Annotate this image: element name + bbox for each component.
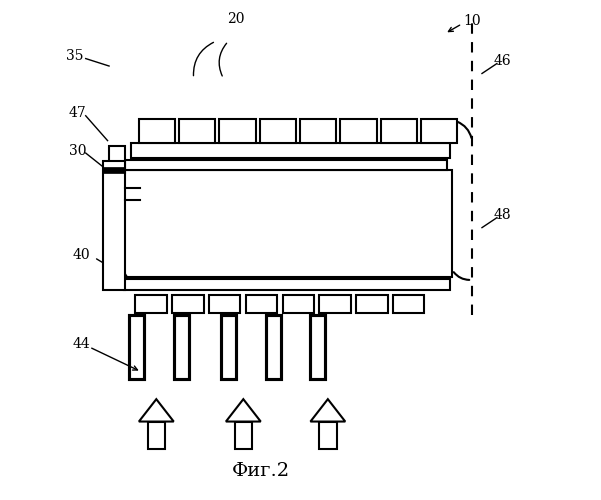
- Bar: [282, 295, 314, 312]
- Text: 44: 44: [73, 338, 91, 351]
- Bar: [300, 119, 337, 143]
- Polygon shape: [226, 399, 261, 421]
- Bar: [209, 295, 240, 312]
- Bar: [219, 119, 256, 143]
- Bar: [124, 160, 447, 170]
- Bar: [179, 119, 216, 143]
- Bar: [221, 314, 236, 380]
- Bar: [103, 160, 125, 290]
- Bar: [380, 119, 417, 143]
- Bar: [260, 119, 296, 143]
- Bar: [109, 146, 126, 173]
- Text: 20: 20: [227, 12, 245, 26]
- Bar: [393, 295, 424, 312]
- Bar: [129, 314, 144, 380]
- Text: 46: 46: [493, 54, 511, 68]
- Bar: [319, 295, 351, 312]
- Bar: [103, 167, 125, 173]
- Text: 40: 40: [73, 248, 91, 262]
- Bar: [340, 119, 377, 143]
- Bar: [124, 170, 452, 278]
- Text: 48: 48: [493, 208, 511, 222]
- Text: Фиг.2: Фиг.2: [231, 462, 290, 480]
- Bar: [124, 279, 450, 290]
- Polygon shape: [139, 399, 174, 421]
- Text: 30: 30: [69, 144, 87, 158]
- Bar: [172, 295, 204, 312]
- Bar: [234, 422, 252, 449]
- Bar: [266, 314, 281, 380]
- Text: 10: 10: [463, 14, 481, 28]
- Text: 35: 35: [66, 49, 83, 63]
- Polygon shape: [311, 399, 345, 421]
- Bar: [311, 314, 325, 380]
- Bar: [319, 422, 337, 449]
- Bar: [132, 143, 450, 158]
- Bar: [356, 295, 388, 312]
- Bar: [174, 314, 189, 380]
- Bar: [148, 422, 165, 449]
- Bar: [421, 119, 457, 143]
- Bar: [135, 295, 166, 312]
- Bar: [246, 295, 277, 312]
- Bar: [139, 119, 175, 143]
- Text: 47: 47: [69, 106, 87, 120]
